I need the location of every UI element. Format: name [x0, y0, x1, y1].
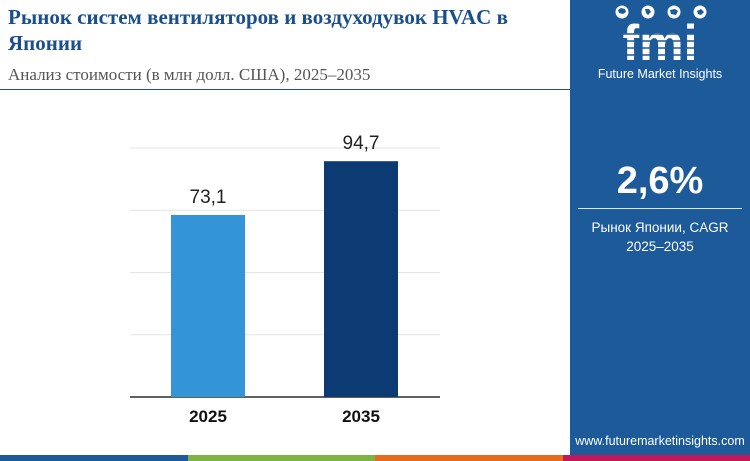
logo-wordmark: fmi — [623, 15, 698, 71]
cagr-divider — [578, 208, 742, 209]
footer-segment — [375, 455, 563, 461]
cagr-label: Рынок Японии, CAGR 2025–2035 — [570, 218, 750, 256]
footer-segment — [562, 455, 750, 461]
sidebar-panel: fmi Future Market Insights 2,6% Рынок Яп… — [570, 0, 750, 461]
cagr-value: 2,6% — [616, 160, 704, 202]
cagr-label-line1: Рынок Японии, CAGR — [591, 220, 729, 235]
footer-segment — [187, 455, 375, 461]
fmi-logo: fmi — [590, 5, 730, 71]
bar-2025 — [171, 214, 245, 397]
bar-2035 — [324, 161, 398, 397]
data-label-2025: 73,1 — [190, 187, 227, 208]
title-divider — [0, 89, 570, 90]
cagr-label-line2: 2025–2035 — [626, 239, 694, 254]
website-link[interactable]: www.futuremarketinsights.com — [575, 434, 745, 448]
logo-tagline: Future Market Insights — [597, 67, 723, 81]
footer-segment — [0, 455, 188, 461]
chart-title: Рынок систем вентиляторов и воздуходувок… — [8, 5, 508, 55]
bar-chart: 73,1 2025 94,7 2035 — [130, 133, 440, 426]
data-label-2035: 94,7 — [343, 133, 380, 154]
x-tick-label-2025: 2025 — [189, 407, 227, 426]
chart-subtitle: Анализ стоимости (в млн долл. США), 2025… — [8, 65, 371, 84]
x-tick-label-2035: 2035 — [342, 407, 380, 426]
